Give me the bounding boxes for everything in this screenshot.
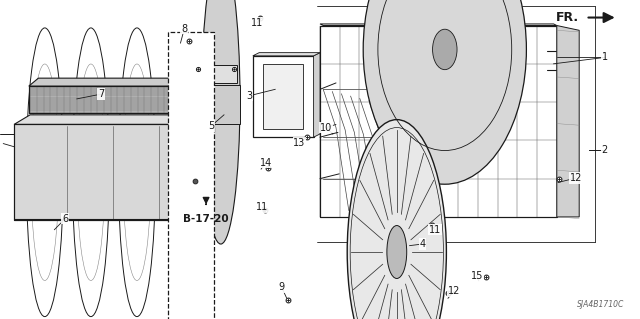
Polygon shape [557,26,579,217]
Ellipse shape [347,120,447,319]
Text: 6: 6 [62,213,68,224]
Polygon shape [314,53,320,137]
Text: 11: 11 [429,225,442,235]
Polygon shape [320,24,557,26]
Text: 11: 11 [251,18,264,28]
Text: 13: 13 [293,138,306,148]
Polygon shape [182,115,198,220]
Text: 7: 7 [98,89,104,99]
Polygon shape [320,26,557,217]
Text: 12: 12 [448,286,461,296]
Ellipse shape [72,28,109,316]
Text: 15: 15 [470,271,483,281]
Polygon shape [14,124,182,220]
Text: 3: 3 [246,91,253,101]
Polygon shape [14,115,198,124]
Text: 2: 2 [602,145,608,155]
Text: 8: 8 [181,24,188,34]
Text: SJA4B1710C: SJA4B1710C [577,300,624,309]
Polygon shape [29,78,189,86]
Ellipse shape [202,0,240,244]
Text: 4: 4 [419,239,426,249]
Text: 10: 10 [320,122,333,133]
Polygon shape [202,85,240,124]
Polygon shape [29,86,179,113]
Polygon shape [179,78,189,113]
Text: B-17-20: B-17-20 [183,214,229,224]
Text: 12: 12 [570,173,582,183]
Text: 1: 1 [602,52,608,63]
Text: 9: 9 [278,282,285,292]
Text: 14: 14 [259,158,272,168]
Ellipse shape [118,28,156,316]
FancyBboxPatch shape [168,32,214,319]
Ellipse shape [433,29,457,70]
Polygon shape [263,64,303,129]
Text: 11: 11 [256,202,269,212]
Ellipse shape [363,0,526,184]
Polygon shape [253,56,314,137]
Polygon shape [195,65,237,83]
Polygon shape [253,53,320,56]
Ellipse shape [387,226,407,278]
Text: 5: 5 [208,121,214,131]
Text: FR.: FR. [556,11,579,24]
Ellipse shape [26,28,63,316]
